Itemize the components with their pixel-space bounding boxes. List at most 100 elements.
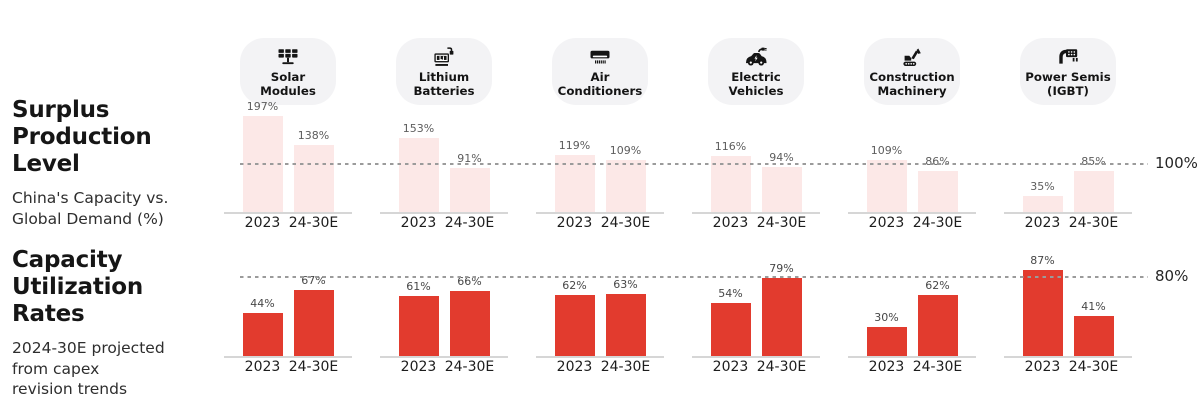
utilization-x-labels-solar-modules: 2023 24-30E [210,359,366,375]
surplus-bars-air-conditioners: 119% 109% [522,108,678,213]
utilization-bar-2023-lithium-batteries [398,296,439,357]
utilization-value-label-2023-lithium-batteries: 61% [406,280,431,293]
chart-grid: Solar Modules 197% 138% 2023 24-30E 44% 67% 2023… [210,0,1150,411]
bar-slot: 41% [1073,300,1114,357]
utilization-axis-baseline-electric-vehicles [692,356,820,358]
surplus-bar-24-30E-lithium-batteries [449,168,490,213]
bar-slot: 66% [449,275,490,357]
industry-label-line: Lithium [418,70,470,84]
surplus-bar-24-30E-power-semis [1073,171,1114,213]
x-axis-label: 24-30E [444,215,495,231]
utilization-axis-baseline-solar-modules [224,356,352,358]
surplus-bar-24-30E-air-conditioners [605,160,646,213]
electric-car-icon [741,45,771,69]
bar-slot: 67% [293,274,334,357]
surplus-bars-construction-machinery: 109% 86% [834,108,990,213]
industry-label-line: Batteries [413,83,475,98]
industry-label-line: Vehicles [728,83,784,98]
surplus-axis-baseline-power-semis [1004,212,1132,214]
surplus-bar-2023-electric-vehicles [710,156,751,213]
reference-line-100pct [240,163,1148,165]
bar-slot: 30% [866,311,907,357]
x-axis-label: 24-30E [1068,215,1119,231]
x-axis-label: 2023 [712,215,749,231]
utilization-axis-baseline-construction-machinery [848,356,976,358]
industry-column-power-semis: Power Semis (IGBT) 35% 85% 2023 24-30E 87% 41% 2… [990,0,1146,411]
surplus-value-label-24-30E-lithium-batteries: 91% [457,152,482,165]
utilization-value-label-2023-air-conditioners: 62% [562,279,587,292]
utilization-bar-2023-air-conditioners [554,295,595,357]
utilization-value-label-24-30E-electric-vehicles: 79% [769,262,794,275]
surplus-value-label-2023-air-conditioners: 119% [558,139,591,152]
utilization-value-label-24-30E-power-semis: 41% [1081,300,1106,313]
surplus-x-labels-electric-vehicles: 2023 24-30E [678,215,834,231]
surplus-bars-electric-vehicles: 116% 94% [678,108,834,213]
utilization-bar-24-30E-construction-machinery [917,295,958,357]
industry-label-line: Construction [869,70,955,84]
air-conditioner-icon [586,45,614,69]
utilization-title: Capacity Utilization Rates [12,247,217,328]
industry-label-line: Machinery [877,83,947,98]
utilization-x-labels-electric-vehicles: 2023 24-30E [678,359,834,375]
surplus-heading-block: Surplus Production Level China's Capacit… [12,97,217,229]
utilization-x-labels-construction-machinery: 2023 24-30E [834,359,990,375]
bar-slot: 85% [1073,155,1114,213]
utilization-value-label-2023-construction-machinery: 30% [874,311,899,324]
reference-line-80pct [240,276,1148,278]
bar-slot: 109% [866,144,907,213]
utilization-axis-baseline-power-semis [1004,356,1132,358]
utilization-bars-electric-vehicles: 54% 79% [678,260,834,357]
industry-label-line: Conditioners [557,83,643,98]
solar-panel-icon [274,45,302,69]
utilization-axis-baseline-air-conditioners [536,356,664,358]
industry-label-line: Modules [260,83,316,98]
industry-label-power-semis: Power Semis (IGBT) [1025,70,1111,99]
utilization-value-label-2023-electric-vehicles: 54% [718,287,743,300]
x-axis-label: 24-30E [1068,359,1119,375]
surplus-subtitle-line-1: China's Capacity vs. [12,189,169,208]
x-axis-label: 24-30E [600,215,651,231]
surplus-value-label-2023-construction-machinery: 109% [870,144,903,157]
surplus-value-label-2023-lithium-batteries: 153% [402,122,435,135]
utilization-x-labels-lithium-batteries: 2023 24-30E [366,359,522,375]
utilization-value-label-24-30E-air-conditioners: 63% [613,278,638,291]
industry-badge-electric-vehicles: Electric Vehicles [708,38,804,105]
utilization-subtitle-line-2: from capex [12,359,100,378]
x-axis-label: 2023 [556,215,593,231]
bar-slot: 109% [605,144,646,213]
surplus-x-labels-solar-modules: 2023 24-30E [210,215,366,231]
x-axis-label: 24-30E [756,359,807,375]
bar-slot: 61% [398,280,439,357]
surplus-title: Surplus Production Level [12,97,217,178]
surplus-x-labels-lithium-batteries: 2023 24-30E [366,215,522,231]
x-axis-label: 2023 [244,359,281,375]
surplus-bar-2023-power-semis [1022,196,1063,213]
surplus-value-label-24-30E-air-conditioners: 109% [609,144,642,157]
surplus-value-label-24-30E-electric-vehicles: 94% [769,151,794,164]
x-axis-label: 2023 [868,359,905,375]
surplus-value-label-2023-electric-vehicles: 116% [714,140,747,153]
x-axis-label: 24-30E [756,215,807,231]
lithium-battery-icon: Li [430,45,458,69]
industry-label-line: (IGBT) [1047,83,1089,98]
surplus-bars-lithium-batteries: 153% 91% [366,108,522,213]
industry-column-electric-vehicles: Electric Vehicles 116% 94% 2023 24-30E 54% 79% 2… [678,0,834,411]
industry-column-construction-machinery: Construction Machinery 109% 86% 2023 24-30E 30… [834,0,990,411]
surplus-bar-24-30E-construction-machinery [917,171,958,213]
utilization-title-line-2: Utilization Rates [12,274,144,328]
bar-slot: 153% [398,122,439,213]
utilization-value-label-2023-power-semis: 87% [1030,254,1055,267]
industry-label-construction-machinery: Construction Machinery [869,70,955,99]
industry-label-line: Power Semis [1025,70,1111,84]
excavator-icon [898,45,926,69]
x-axis-label: 2023 [1024,215,1061,231]
industry-badge-air-conditioners: Air Conditioners [552,38,648,105]
bar-slot: 138% [293,129,334,213]
surplus-x-labels-power-semis: 2023 24-30E [990,215,1146,231]
bar-slot: 86% [917,155,958,213]
utilization-title-line-1: Capacity [12,247,123,273]
industry-label-lithium-batteries: Lithium Batteries [413,70,475,99]
bar-slot: 94% [761,151,802,213]
surplus-subtitle: China's Capacity vs. Global Demand (%) [12,188,217,229]
